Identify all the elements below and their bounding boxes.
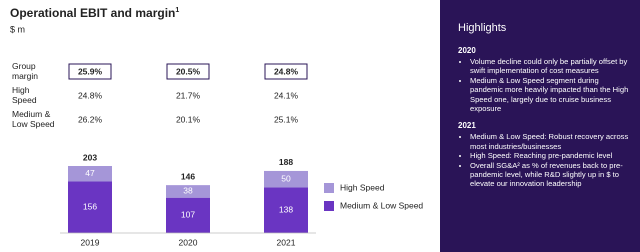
margin-value: 24.8% (78, 90, 103, 100)
x-tick-label: 2021 (277, 237, 296, 247)
bullet: High Speed: Reaching pre-pandemic level (470, 151, 630, 160)
row-label: Group margin (12, 61, 38, 81)
margin-value: 20.5% (176, 66, 201, 76)
title-text: Operational EBIT and margin (10, 6, 175, 20)
bullet: Overall SG&A² as % of revenues back to p… (470, 161, 630, 189)
bar-segment (264, 187, 308, 233)
total-label: 146 (181, 171, 195, 181)
segment-label: 138 (279, 204, 293, 214)
margin-value: 24.8% (274, 66, 299, 76)
row-label: High Speed (12, 85, 37, 105)
total-label: 188 (279, 157, 293, 167)
bar-segment (68, 181, 112, 233)
bullet: Volume decline could only be partially o… (470, 57, 630, 76)
bullet-list: Medium & Low Speed: Robust recovery acro… (458, 132, 630, 188)
bar-segment (264, 170, 308, 188)
legend-label: High Speed (340, 182, 385, 192)
bar-segment (166, 197, 210, 233)
margin-value: 25.9% (78, 66, 103, 76)
margin-value: 25.1% (274, 114, 299, 124)
margin-value: 20.1% (176, 114, 201, 124)
chart: Operational EBIT and margin1 $ m Group ma… (10, 6, 423, 247)
segment-label: 47 (85, 168, 95, 178)
x-tick-label: 2019 (81, 237, 100, 247)
title-footnote: 1 (175, 7, 179, 14)
margin-value: 26.2% (78, 114, 103, 124)
segment-label: 156 (83, 202, 97, 212)
x-tick-label: 2020 (179, 237, 198, 247)
margin-box (264, 63, 308, 80)
highlights-title: Highlights (458, 22, 507, 34)
legend-swatch (324, 201, 334, 211)
total-label: 203 (83, 152, 97, 162)
section-heading: 2020 (458, 46, 476, 55)
section-heading: 2021 (458, 121, 476, 131)
segment-label: 50 (281, 173, 291, 183)
chart-title: Operational EBIT and margin1 (10, 6, 179, 20)
margin-box (68, 63, 112, 80)
margin-value: 21.7% (176, 90, 201, 100)
bullet: Medium & Low Speed: Robust recovery acro… (470, 132, 630, 151)
bar-segment (166, 185, 210, 198)
margin-value: 24.1% (274, 90, 299, 100)
legend-swatch (324, 183, 334, 193)
bullet: Medium & Low Speed segment during pandem… (470, 76, 630, 114)
highlights-panel: Highlights 2020 Volume decline could only… (440, 0, 640, 252)
margin-box (166, 63, 210, 80)
segment-label: 38 (183, 186, 193, 196)
bar-segment (68, 166, 112, 182)
legend-label: Medium & Low Speed (340, 200, 423, 210)
chart-subtitle: $ m (10, 24, 25, 34)
segment-label: 107 (181, 210, 195, 220)
bullet-list: Volume decline could only be partially o… (458, 57, 630, 113)
row-label: Medium & Low Speed (12, 109, 55, 129)
